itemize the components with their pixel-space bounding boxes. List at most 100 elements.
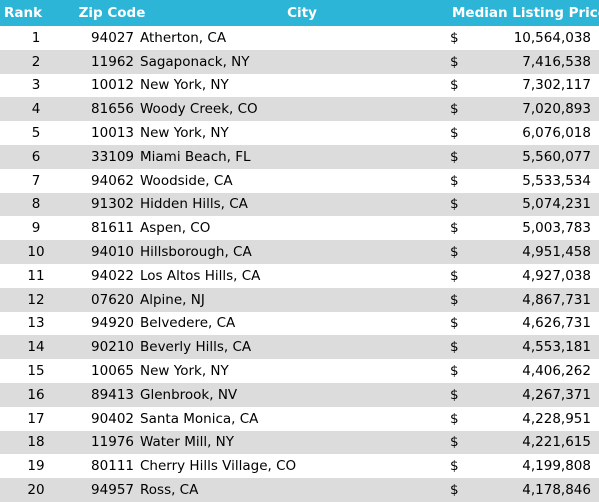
city-cell: Beverly Hills, CA [140,339,252,356]
city-cell: Alpine, NJ [140,291,205,308]
median-price-cell: 7,020,893 [522,101,591,118]
table-row[interactable]: 4 81656 Woody Creek, CO $ 7,020,893 [0,97,599,122]
rank-cell: 10 [27,244,45,261]
table-row[interactable]: 5 10013 New York, NY $ 6,076,018 [0,121,599,145]
median-price-cell: 4,199,808 [522,458,591,475]
median-price-cell: 5,003,783 [522,220,591,237]
city-cell: Water Mill, NY [140,434,235,451]
currency-symbol: $ [450,77,459,94]
currency-symbol: $ [450,267,459,284]
median-listing-price-column-header[interactable]: Median Listing Price [452,5,599,21]
table-row[interactable]: 17 90402 Santa Monica, CA $ 4,228,951 [0,407,599,431]
city-cell: New York, NY [140,363,229,380]
rank-cell: 18 [27,434,45,451]
currency-symbol: $ [450,148,459,165]
rank-cell: 4 [31,101,41,118]
zip-code-cell: 11976 [91,434,134,451]
table-row[interactable]: 3 10012 New York, NY $ 7,302,117 [0,74,599,98]
currency-symbol: $ [450,410,459,427]
rank-cell: 16 [27,386,45,403]
city-cell: New York, NY [140,125,229,142]
zip-code-cell: 94920 [91,315,134,332]
table-row[interactable]: 10 94010 Hillsborough, CA $ 4,951,458 [0,240,599,264]
median-price-cell: 5,533,534 [522,172,591,189]
table-row[interactable]: 7 94062 Woodside, CA $ 5,533,534 [0,169,599,193]
currency-symbol: $ [450,315,459,332]
zip-code-column-header[interactable]: Zip Code [78,5,146,21]
rank-cell: 15 [27,363,45,380]
zip-code-cell: 10013 [91,125,134,142]
zip-code-cell: 94062 [91,172,134,189]
currency-symbol: $ [450,172,459,189]
currency-symbol: $ [450,53,459,70]
table-header-row: Rank Zip Code City Median Listing Price [0,0,599,26]
table-row[interactable]: 12 07620 Alpine, NJ $ 4,867,731 [0,287,599,312]
median-price-cell: 4,927,038 [522,267,591,284]
currency-symbol: $ [450,29,459,46]
currency-symbol: $ [450,220,459,237]
currency-symbol: $ [450,482,459,499]
currency-symbol: $ [450,196,459,213]
median-price-cell: 4,553,181 [522,339,591,356]
median-price-cell: 4,221,615 [522,434,591,451]
rank-cell: 6 [31,148,41,165]
table-row[interactable]: 1 94027 Atherton, CA $ 10,564,038 [0,26,599,50]
median-price-cell: 4,178,846 [522,482,591,499]
currency-symbol: $ [450,434,459,451]
rank-cell: 20 [27,482,45,499]
median-price-cell: 7,416,538 [522,53,591,70]
table-row[interactable]: 2 11962 Sagaponack, NY $ 7,416,538 [0,49,599,74]
city-cell: Woody Creek, CO [140,101,258,118]
table-row[interactable]: 11 94022 Los Altos Hills, CA $ 4,927,038 [0,264,599,288]
zip-code-cell: 33109 [91,148,134,165]
rank-cell: 2 [31,53,41,70]
table-row[interactable]: 13 94920 Belvedere, CA $ 4,626,731 [0,312,599,336]
table-row[interactable]: 16 89413 Glenbrook, NV $ 4,267,371 [0,382,599,407]
table-row[interactable]: 20 94957 Ross, CA $ 4,178,846 [0,478,599,502]
currency-symbol: $ [450,244,459,261]
city-cell: Belvedere, CA [140,315,236,332]
rank-cell: 11 [27,267,45,284]
zip-code-cell: 94022 [91,267,134,284]
city-cell: Glenbrook, NV [140,386,238,403]
median-price-cell: 4,626,731 [522,315,591,332]
zip-code-cell: 10065 [91,363,134,380]
city-cell: Los Altos Hills, CA [140,267,261,284]
city-cell: New York, NY [140,77,229,94]
rank-cell: 19 [27,458,45,475]
zip-code-cell: 94027 [91,29,134,46]
rank-cell: 1 [31,29,41,46]
zip-code-cell: 80111 [91,458,134,475]
rank-cell: 7 [31,172,41,189]
rank-cell: 14 [27,339,45,356]
city-cell: Cherry Hills Village, CO [140,458,297,475]
currency-symbol: $ [450,386,459,403]
zip-code-cell: 94010 [91,244,134,261]
city-cell: Hidden Hills, CA [140,196,248,213]
table-row[interactable]: 15 10065 New York, NY $ 4,406,262 [0,359,599,383]
table-row[interactable]: 9 81611 Aspen, CO $ 5,003,783 [0,216,599,240]
median-price-cell: 4,228,951 [522,410,591,427]
zip-code-cell: 94957 [91,482,134,499]
city-cell: Woodside, CA [140,172,233,189]
table-row[interactable]: 14 90210 Beverly Hills, CA $ 4,553,181 [0,335,599,360]
table-row[interactable]: 19 80111 Cherry Hills Village, CO $ 4,19… [0,454,599,478]
city-cell: Sagaponack, NY [140,53,250,70]
rank-cell: 8 [31,196,41,213]
city-cell: Hillsborough, CA [140,244,252,261]
zip-code-cell: 10012 [91,77,134,94]
city-column-header[interactable]: City [287,5,317,21]
zip-code-cell: 11962 [91,53,134,70]
currency-symbol: $ [450,339,459,356]
city-cell: Miami Beach, FL [140,148,251,165]
table-row[interactable]: 6 33109 Miami Beach, FL $ 5,560,077 [0,144,599,169]
median-price-cell: 4,406,262 [522,363,591,380]
currency-symbol: $ [450,291,459,308]
city-cell: Ross, CA [140,482,199,499]
currency-symbol: $ [450,125,459,142]
median-price-cell: 6,076,018 [522,125,591,142]
table-row[interactable]: 8 91302 Hidden Hills, CA $ 5,074,231 [0,192,599,217]
table-row[interactable]: 18 11976 Water Mill, NY $ 4,221,615 [0,430,599,455]
rank-column-header[interactable]: Rank [4,5,43,21]
